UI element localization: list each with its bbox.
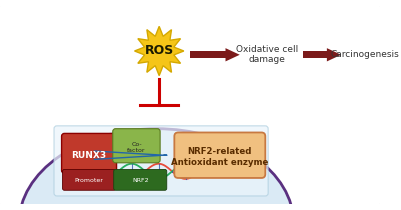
FancyBboxPatch shape [54,126,268,196]
Text: Oxidative cell
damage: Oxidative cell damage [236,45,298,64]
Text: Co-
factor: Co- factor [127,142,146,153]
FancyBboxPatch shape [63,169,115,190]
FancyBboxPatch shape [113,129,160,163]
FancyBboxPatch shape [303,51,327,58]
FancyBboxPatch shape [190,51,225,58]
Text: RUNX3: RUNX3 [71,151,107,160]
Text: NRF2-related
Antioxidant enzyme: NRF2-related Antioxidant enzyme [171,147,269,167]
Text: Promoter: Promoter [75,178,103,183]
Ellipse shape [19,129,294,210]
Text: NRF2: NRF2 [132,178,148,183]
Polygon shape [327,48,341,61]
Polygon shape [225,48,240,61]
FancyBboxPatch shape [62,133,117,173]
Text: ROS: ROS [144,45,174,58]
Polygon shape [135,26,184,76]
FancyBboxPatch shape [0,4,382,206]
FancyBboxPatch shape [114,169,167,190]
Text: Carcinogenesis: Carcinogenesis [330,50,399,59]
FancyBboxPatch shape [174,133,265,178]
